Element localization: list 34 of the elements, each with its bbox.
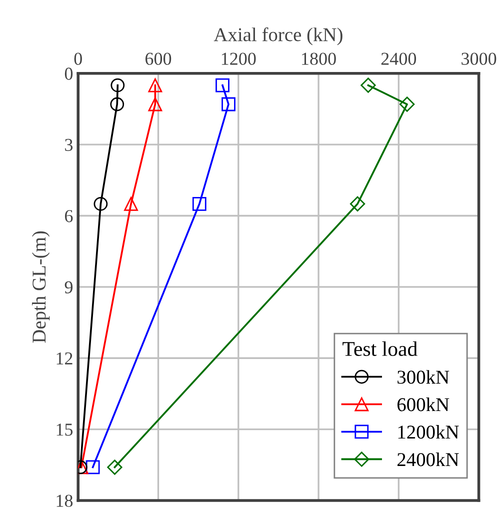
legend-title: Test load [342, 341, 418, 356]
point [400, 96, 415, 112]
point [110, 78, 125, 92]
legend-label: 600kN [397, 398, 450, 412]
legend-label: 2400kN [397, 452, 459, 466]
point [107, 460, 122, 475]
legend-label: 300kN [398, 370, 450, 384]
x-tick-label: 2400 [381, 52, 416, 65]
y-tick-label: 9 [64, 281, 73, 294]
y-tick-label: 12 [56, 352, 72, 364]
x-tick-label: 600 [145, 52, 172, 65]
point [222, 97, 236, 112]
legend-label: 1200kN [398, 425, 459, 439]
point [360, 78, 376, 93]
point [94, 196, 108, 211]
x-tick-label: 3000 [462, 52, 496, 65]
point [110, 97, 124, 112]
y-tick-label: 15 [56, 424, 73, 436]
point [148, 78, 162, 92]
y-tick-label: 6 [65, 210, 73, 222]
point [350, 196, 366, 212]
point [124, 196, 138, 211]
point [216, 78, 230, 92]
x-tick-label: 1200 [222, 52, 256, 65]
y-axis-title: Depth GL-(m) [32, 231, 50, 343]
x-tick-label: 0 [74, 52, 82, 65]
y-tick-label: 0 [64, 68, 73, 80]
y-tick-label: 3 [65, 138, 73, 152]
point [192, 196, 206, 211]
point [148, 97, 162, 112]
x-axis-title: Axial force (kN) [214, 27, 342, 46]
x-tick-label: 1800 [302, 52, 336, 65]
y-tick-label: 18 [56, 494, 73, 507]
point [86, 460, 100, 474]
